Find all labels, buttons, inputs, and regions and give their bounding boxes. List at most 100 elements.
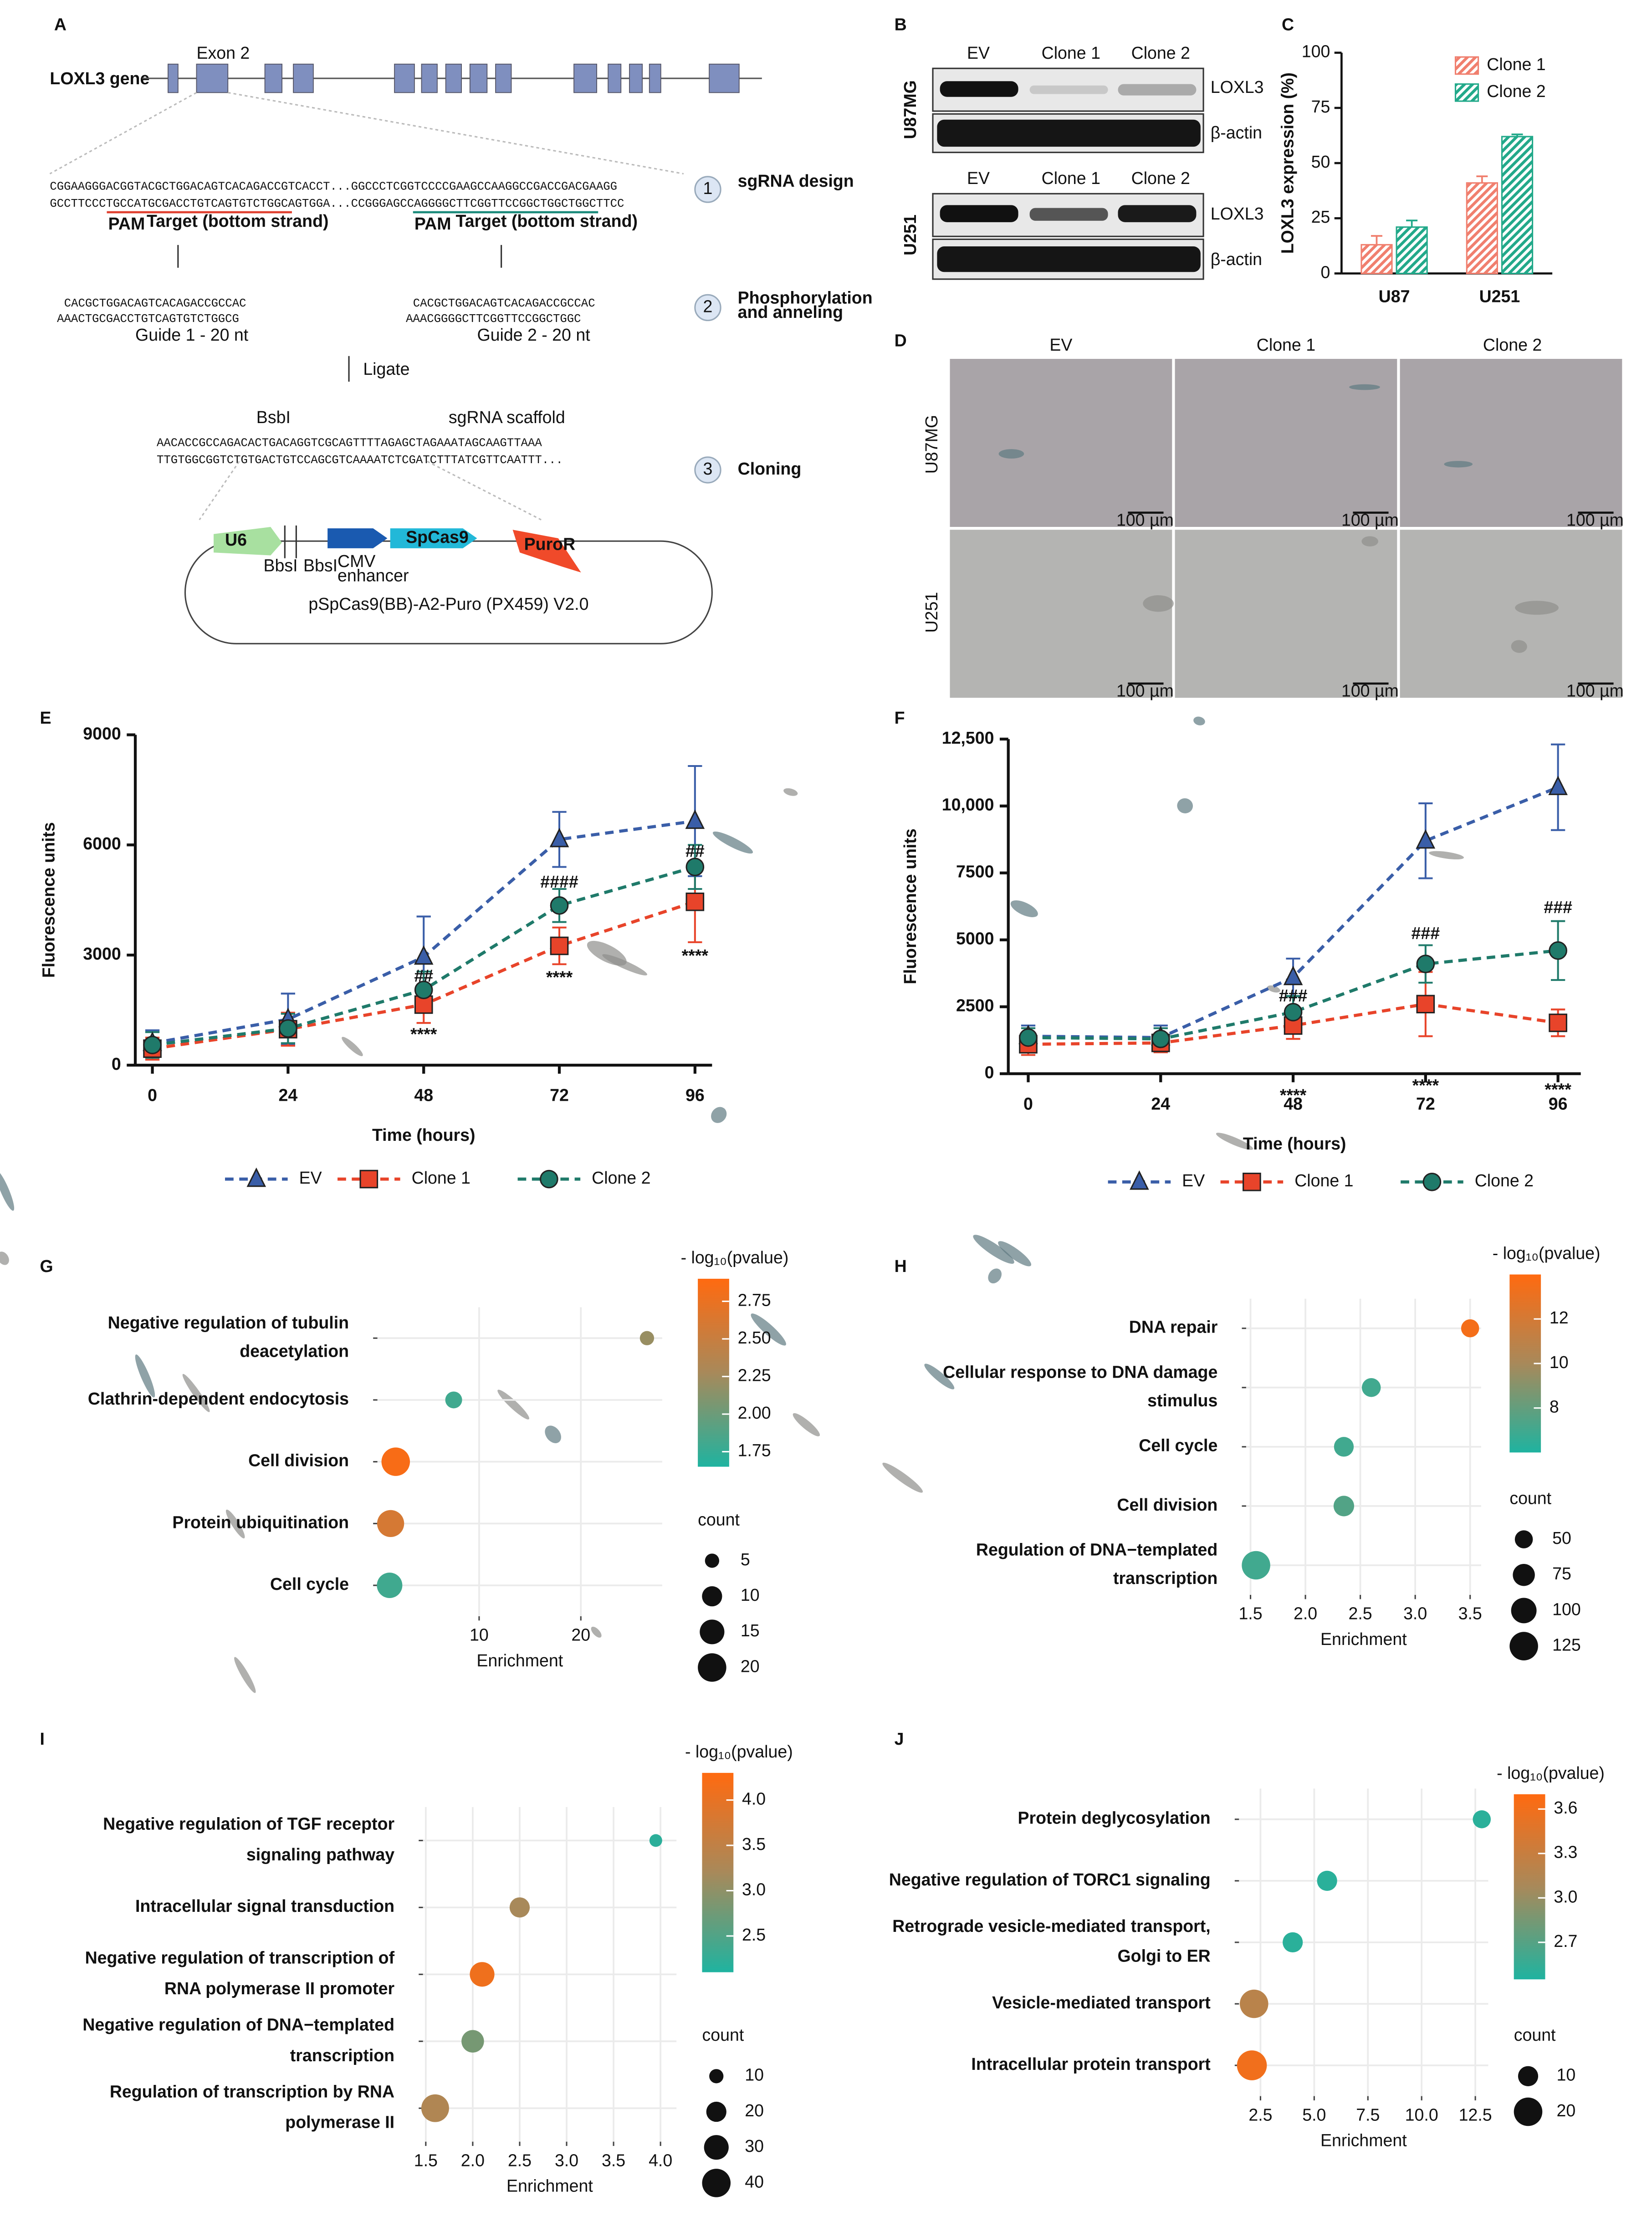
step-label: Cloning: [738, 459, 802, 478]
x-axis-label: Time (hours): [1243, 1134, 1346, 1153]
western-blot: EV Clone 1 Clone 2 EV Clone 1 Clone 2 LO…: [900, 43, 1264, 280]
category-label: transcription: [290, 2046, 394, 2065]
colorbar-tick-label: 1.75: [738, 1441, 771, 1460]
y-tick-label: 9000: [83, 724, 121, 743]
crispr-diagram: LOXL3 gene Exon 2 CGGAAGGGACGGTACGCTGGAC…: [49, 43, 873, 644]
scaffold-label: sgRNA scaffold: [449, 408, 565, 427]
category-label: Cell division: [1117, 1495, 1217, 1514]
band-label: LOXL3: [1211, 204, 1264, 223]
size-legend-title: count: [702, 2025, 744, 2044]
legend-marker: [1130, 1170, 1149, 1190]
x-tick-label: U251: [1479, 286, 1520, 306]
x-axis-label: Enrichment: [506, 2176, 593, 2196]
arrows: [177, 245, 502, 268]
size-legend-dot: [700, 1619, 725, 1645]
colorbar-tick-label: 2.5: [742, 1925, 766, 1944]
cell: [712, 831, 753, 854]
category-label: Negative regulation of DNA−templated: [82, 2015, 394, 2034]
legend-label: EV: [299, 1168, 322, 1187]
panel-label: B: [895, 15, 907, 34]
x-tick-label: U87: [1379, 286, 1410, 306]
y-tick-label: 5000: [956, 929, 994, 948]
guide-seq: AAACTGCGACCTGTCAGTGTCTGGCG: [57, 312, 239, 326]
micrograph: [1175, 530, 1397, 698]
panel-label: C: [1282, 15, 1294, 34]
x-tick-label: 12.5: [1459, 2105, 1492, 2124]
cell: [973, 1235, 1014, 1264]
dot: [381, 1447, 410, 1476]
y-tick-label: 50: [1311, 152, 1330, 171]
step-label: Phosphorylation: [738, 288, 873, 307]
dot: [470, 1962, 495, 1987]
cell: [1267, 985, 1280, 993]
category-label: RNA polymerase II promoter: [164, 1979, 395, 1998]
point: [1416, 955, 1435, 973]
sequence-top: CGGAAGGGACGGTACGCTGGACAGTCACAGACCGTCACCT…: [50, 180, 617, 193]
legend-marker: [359, 1170, 378, 1189]
y-tick-label: 2500: [956, 996, 994, 1015]
size-legend-label: 10: [745, 2065, 764, 2084]
x-tick-label: 24: [279, 1086, 298, 1105]
cell: [342, 1037, 363, 1057]
step-number: 3: [703, 459, 713, 478]
size-legend-title: count: [1509, 1488, 1551, 1507]
dot: [377, 1510, 404, 1537]
size-legend-dot: [1518, 2066, 1539, 2086]
annotation: ##: [685, 841, 705, 860]
x-tick-label: 4.0: [649, 2150, 672, 2170]
dot: [1473, 1810, 1491, 1829]
guide-seq: AAACGGGGCTTCGGTTCCGGCTGGC: [406, 312, 581, 326]
category-label: Negative regulation of transcription of: [85, 1948, 395, 1967]
cell: [1515, 601, 1559, 615]
colorbar-title: - log₁₀(pvalue): [681, 1248, 789, 1267]
category-label: Regulation of transcription by RNA: [110, 2082, 394, 2101]
x-tick-label: 2.5: [1349, 1604, 1372, 1623]
sequence-bottom: GCCTTCCCTGCCATGCGACCTGTCAGTGTCTGGCAGTGGA…: [50, 197, 624, 210]
legend-label: EV: [1182, 1171, 1205, 1190]
target-label: Target (bottom strand): [456, 211, 638, 230]
y-tick-label: 0: [985, 1063, 994, 1082]
y-tick-label: 12,500: [942, 728, 994, 747]
column-label: EV: [967, 169, 990, 188]
micrograph: [1400, 530, 1622, 698]
x-tick-label: 24: [1151, 1094, 1170, 1113]
guide-seq: CACGCTGGACAGTCACAGACCGCCAC: [413, 297, 595, 310]
size-legend-label: 100: [1552, 1599, 1581, 1619]
category-label: Negative regulation of TGF receptor: [103, 1814, 394, 1834]
x-tick-label: 48: [1284, 1094, 1303, 1113]
cmv-label: CMV: [338, 552, 375, 571]
cell: [998, 1241, 1032, 1267]
point: [685, 892, 705, 911]
x-tick-label: 72: [550, 1086, 569, 1105]
scale-bar-label: 100 µm: [1566, 510, 1624, 529]
size-legend-title: count: [698, 1510, 740, 1529]
micrograph: [950, 359, 1172, 527]
x-tick-label: 1.5: [1238, 1604, 1262, 1623]
size-legend-label: 30: [745, 2136, 764, 2155]
legend-label: Clone 1: [1294, 1171, 1353, 1190]
size-legend-label: 20: [745, 2101, 764, 2120]
colorbar-title: - log₁₀(pvalue): [1497, 1763, 1605, 1783]
cell: [1511, 640, 1527, 653]
y-tick-label: 75: [1311, 97, 1330, 116]
cas9-arrow: [390, 528, 477, 548]
x-tick-label: 7.5: [1356, 2105, 1380, 2124]
size-legend-label: 20: [1557, 2101, 1576, 2120]
row-label: U251: [900, 215, 920, 255]
colorbar-title: - log₁₀(pvalue): [1493, 1244, 1601, 1263]
annotation: ###: [1412, 924, 1440, 943]
dot: [377, 1573, 403, 1599]
point: [550, 936, 569, 955]
step-label: sgRNA design: [738, 171, 854, 190]
size-legend-label: 15: [741, 1621, 760, 1640]
size-legend-label: 10: [741, 1585, 760, 1604]
cell: [1429, 851, 1464, 860]
legend-marker: [1243, 1172, 1261, 1191]
dot: [639, 1331, 655, 1345]
size-legend-dot: [698, 1653, 726, 1682]
panel-label: E: [40, 708, 51, 727]
cell: [1349, 384, 1380, 390]
cmv-arrow: [327, 528, 388, 548]
column-label: EV: [967, 43, 990, 62]
